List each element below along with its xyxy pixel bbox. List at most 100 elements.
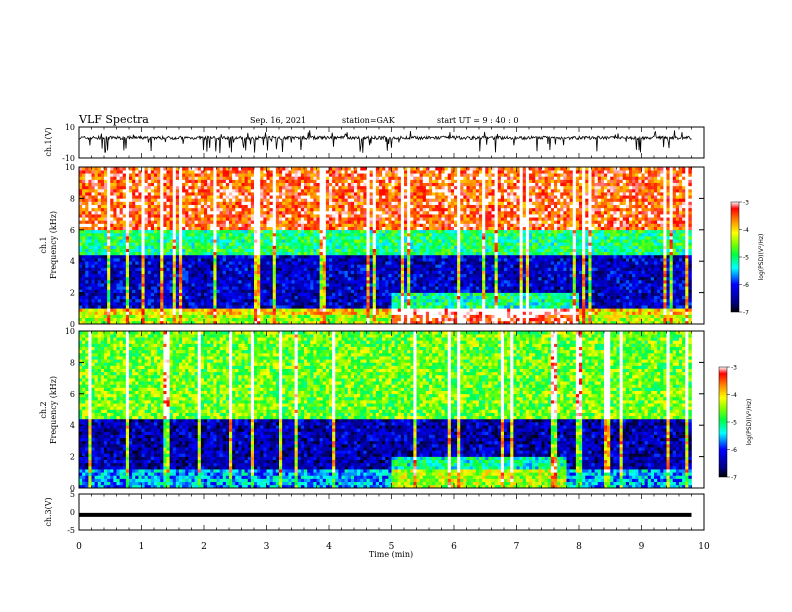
spectrogram-cell <box>79 314 83 319</box>
spectrogram-cell <box>238 207 242 212</box>
spectrogram-cell <box>282 232 286 237</box>
spectrogram-cell <box>122 188 127 193</box>
spectrogram-cell <box>200 320 205 325</box>
spectrogram-cell <box>160 214 164 218</box>
spectrogram-cell <box>263 317 267 322</box>
spectrogram-cell <box>213 229 217 234</box>
spectrogram-cell <box>350 242 355 246</box>
spectrogram-cell <box>300 261 305 265</box>
spectrogram-cell <box>350 283 355 287</box>
spectrogram-cell <box>210 280 214 284</box>
spectrogram-cell <box>185 270 189 275</box>
spectrogram-cell <box>141 207 145 212</box>
spectrogram-cell <box>357 270 361 275</box>
spectrogram-cell <box>347 207 352 212</box>
spectrogram-cell <box>82 223 86 227</box>
spectrogram-cell <box>354 308 358 312</box>
spectrogram-cell <box>191 292 195 297</box>
spectrogram-cell <box>232 204 236 209</box>
spectrogram-cell <box>179 173 183 177</box>
spectrogram-cell <box>316 176 320 180</box>
spectrogram-cell <box>282 195 286 199</box>
spectrogram-cell <box>197 236 202 240</box>
spectrogram-cell <box>291 251 295 256</box>
spectrogram-cell <box>244 179 249 183</box>
spectrogram-cell <box>94 314 99 319</box>
spectrogram-cell <box>369 292 374 297</box>
spectrogram-cell <box>113 210 117 215</box>
spectrogram-cell <box>350 298 355 303</box>
spectrogram-cell <box>216 229 220 234</box>
spectrogram-cell <box>347 185 352 190</box>
spectrogram-cell <box>207 308 211 312</box>
spectrogram-cell <box>338 292 342 297</box>
spectrogram-cell <box>235 167 239 171</box>
spectrogram-cell <box>260 239 264 243</box>
spectrogram-cell <box>257 270 261 275</box>
spectrogram-cell <box>344 276 349 281</box>
spectrogram-cell <box>379 198 383 202</box>
spectrogram-cell <box>388 295 392 300</box>
spectrogram-cell <box>200 204 205 209</box>
spectrogram-cell <box>122 298 127 303</box>
spectrogram-cell <box>291 270 295 275</box>
spectrogram-cell <box>132 286 136 290</box>
spectrogram-cell <box>288 251 292 256</box>
spectrogram-cell <box>122 317 127 322</box>
spectrogram-cell <box>232 210 236 215</box>
spectrogram-cell <box>382 192 386 196</box>
spectrogram-cell <box>79 298 83 303</box>
spectrogram-cell <box>166 273 170 278</box>
spectrogram-cell <box>294 167 299 171</box>
spectrogram-cell <box>213 305 217 309</box>
spectrogram-cell <box>322 308 327 312</box>
spectrogram-cell <box>194 317 199 322</box>
spectrogram-cell <box>125 280 130 284</box>
spectrogram-cell <box>122 170 127 174</box>
spectrogram-cell <box>194 192 199 196</box>
spectrogram-cell <box>222 305 227 309</box>
spectrogram-cell <box>185 261 189 265</box>
spectrogram-cell <box>85 302 89 306</box>
spectrogram-cell <box>291 167 295 171</box>
spectrogram-cell <box>182 273 186 278</box>
spectrogram-cell <box>200 295 205 300</box>
spectrogram-cell <box>250 317 255 322</box>
spectrogram-cell <box>154 217 158 221</box>
spectrogram-cell <box>185 210 189 215</box>
spectrogram-cell <box>91 280 95 284</box>
spectrogram-cell <box>138 223 142 227</box>
spectrogram-cell <box>125 226 130 231</box>
spectrogram-cell <box>216 201 220 205</box>
spectrogram-cell <box>169 185 174 190</box>
spectrogram-cell <box>116 267 120 271</box>
spectrogram-cell <box>85 239 89 243</box>
spectrogram-cell <box>319 217 324 221</box>
spectrogram-cell <box>204 273 208 278</box>
spectrogram-cell <box>325 254 330 259</box>
spectrogram-cell <box>182 239 186 243</box>
spectrogram-cell <box>325 207 330 212</box>
spectrogram-cell <box>363 276 367 281</box>
spectrogram-cell <box>354 220 358 224</box>
spectrogram-cell <box>225 295 230 300</box>
spectrogram-cell <box>229 179 233 183</box>
spectrogram-cell <box>288 229 292 234</box>
spectrogram-cell <box>88 176 92 180</box>
spectrogram-cell <box>266 276 270 281</box>
spectrogram-cell <box>363 267 367 271</box>
spectrogram-cell <box>300 264 305 268</box>
spectrogram-cell <box>82 308 86 312</box>
spectrogram-cell <box>304 314 308 319</box>
spectrogram-cell <box>144 242 149 246</box>
spectrogram-cell <box>363 314 367 319</box>
spectrogram-cell <box>185 258 189 262</box>
spectrogram-cell <box>322 273 327 278</box>
spectrogram-cell <box>194 261 199 265</box>
spectrogram-cell <box>157 182 161 187</box>
spectrogram-cell <box>241 170 245 174</box>
spectrogram-cell <box>172 242 177 246</box>
spectrogram-cell <box>150 232 155 237</box>
spectrogram-cell <box>316 292 320 297</box>
spectrogram-cell <box>319 214 324 218</box>
